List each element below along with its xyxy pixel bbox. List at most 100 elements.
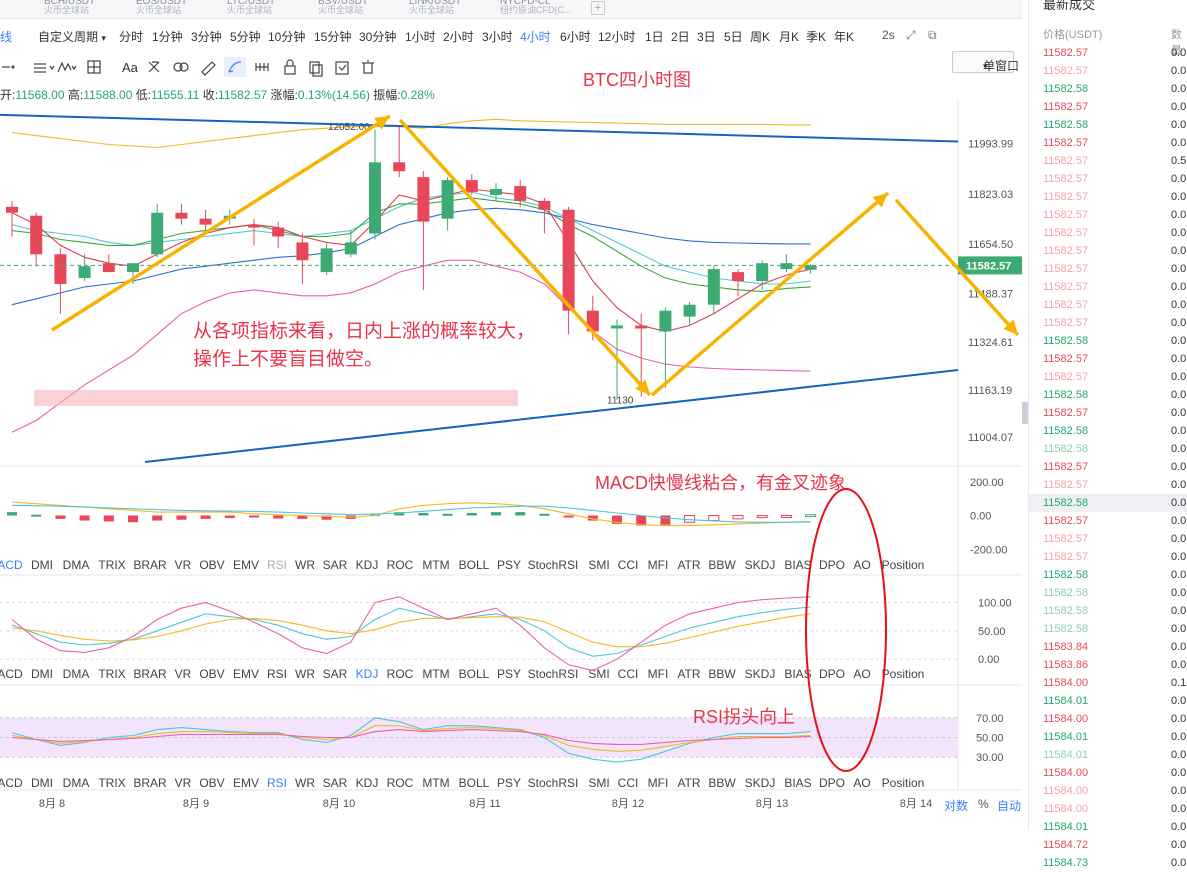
- indicator-tab[interactable]: PSY: [497, 558, 521, 572]
- indicator-tab[interactable]: SKDJ: [745, 558, 776, 572]
- period-option[interactable]: 12小时: [598, 30, 636, 44]
- indicator-tab[interactable]: OBV: [199, 558, 224, 572]
- indicator-tab[interactable]: Position: [882, 776, 925, 790]
- indicator-tab[interactable]: KDJ: [356, 776, 379, 790]
- period-option[interactable]: 6小时: [560, 30, 591, 44]
- indicator-tab[interactable]: SMI: [588, 558, 609, 572]
- panel-splitter-handle[interactable]: [1022, 402, 1028, 424]
- indicator-tab[interactable]: WR: [295, 667, 315, 681]
- indicator-tab[interactable]: MTM: [422, 667, 449, 681]
- indicator-tab[interactable]: SKDJ: [745, 776, 776, 790]
- symbol-tab[interactable]: EOS/USDT 火币全球站: [136, 0, 224, 18]
- indicator-tab[interactable]: ROC: [387, 667, 414, 681]
- indicator-tab[interactable]: OBV: [199, 776, 224, 790]
- text-tool-icon[interactable]: Aa: [122, 60, 139, 75]
- period-option[interactable]: 4小时: [520, 30, 551, 44]
- indicator-tab[interactable]: TRIX: [98, 558, 125, 572]
- symbol-tab[interactable]: BCH/USDT 火币全球站: [44, 0, 132, 18]
- indicator-tab[interactable]: BRAR: [133, 558, 167, 572]
- popout-icon[interactable]: ⧉: [928, 28, 937, 42]
- log-scale-toggle[interactable]: 对数: [944, 799, 969, 813]
- indicator-tab[interactable]: ROC: [387, 558, 414, 572]
- period-option[interactable]: 10分钟: [268, 30, 306, 44]
- indicator-tab[interactable]: Position: [882, 558, 925, 572]
- period-option[interactable]: 3小时: [482, 30, 513, 44]
- period-option[interactable]: 5日: [724, 30, 743, 44]
- refresh-interval[interactable]: 2s: [882, 28, 895, 42]
- indicator-tab[interactable]: RSI: [267, 558, 287, 572]
- indicator-tab[interactable]: DMI: [31, 667, 53, 681]
- indicator-tab[interactable]: SAR: [323, 558, 348, 572]
- symbol-tab[interactable]: BSV/USDT 火币全球站: [318, 0, 406, 18]
- symbol-tab[interactable]: LINK/USDT 火币全球站: [409, 0, 497, 18]
- window-mode-button[interactable]: 单窗口 ▾: [952, 51, 1019, 73]
- indicator-tab[interactable]: AO: [853, 558, 870, 572]
- period-option[interactable]: 1小时: [405, 30, 436, 44]
- indicator-tab[interactable]: DPO: [819, 558, 845, 572]
- indicator-tab[interactable]: BIAS: [784, 558, 811, 572]
- indicator-tab[interactable]: BOLL: [459, 776, 490, 790]
- indicator-tab[interactable]: AO: [853, 776, 870, 790]
- period-option[interactable]: 2小时: [443, 30, 474, 44]
- indicator-tab[interactable]: DMA: [63, 667, 90, 681]
- indicator-tab[interactable]: MFI: [648, 558, 669, 572]
- indicator-tab[interactable]: MTM: [422, 558, 449, 572]
- indicator-tab[interactable]: TRIX: [98, 667, 125, 681]
- lock-tool-icon[interactable]: [284, 59, 296, 75]
- indicator-tab[interactable]: EMV: [233, 558, 259, 572]
- period-option[interactable]: 年K: [834, 30, 855, 44]
- period-option[interactable]: 3分钟: [191, 30, 222, 44]
- period-option[interactable]: 月K: [779, 30, 800, 44]
- period-option[interactable]: 15分钟: [314, 30, 352, 44]
- indicator-tab[interactable]: BBW: [708, 776, 736, 790]
- indicator-tab[interactable]: WR: [295, 558, 315, 572]
- indicator-tab[interactable]: KDJ: [356, 667, 379, 681]
- indicator-tab[interactable]: VR: [175, 776, 192, 790]
- indicator-tab[interactable]: PSY: [497, 776, 521, 790]
- period-option[interactable]: 分时: [119, 30, 144, 44]
- indicator-tab[interactable]: PSY: [497, 667, 521, 681]
- cursor-tool-icon[interactable]: [2, 65, 15, 69]
- indicator-tab[interactable]: ATR: [677, 558, 700, 572]
- indicator-tab[interactable]: DPO: [819, 667, 845, 681]
- indicator-tab[interactable]: MFI: [648, 667, 669, 681]
- indicator-tab[interactable]: ATR: [677, 667, 700, 681]
- indicator-tab[interactable]: BIAS: [784, 667, 811, 681]
- indicator-tab[interactable]: MFI: [648, 776, 669, 790]
- period-option[interactable]: 3日: [697, 30, 716, 44]
- indicator-tab[interactable]: VR: [175, 558, 192, 572]
- indicator-tab[interactable]: SAR: [323, 667, 348, 681]
- indicator-tab[interactable]: EMV: [233, 776, 259, 790]
- indicator-tab[interactable]: ACD: [0, 776, 23, 790]
- indicator-tab[interactable]: SMI: [588, 776, 609, 790]
- indicator-tab[interactable]: KDJ: [356, 558, 379, 572]
- copy-tool-icon[interactable]: [309, 61, 323, 77]
- indicator-tab[interactable]: StochRSI: [528, 776, 579, 790]
- wave-tool-icon[interactable]: [57, 61, 77, 73]
- indicator-tab[interactable]: DMI: [31, 558, 53, 572]
- indicator-tab[interactable]: SAR: [323, 776, 348, 790]
- auto-scale-toggle[interactable]: 自动: [997, 799, 1022, 813]
- indicator-tab[interactable]: RSI: [267, 776, 287, 790]
- indicator-tab[interactable]: CCI: [618, 558, 639, 572]
- period-option[interactable]: 1日: [645, 30, 664, 44]
- indicator-tab[interactable]: BIAS: [784, 776, 811, 790]
- indicator-tab[interactable]: StochRSI: [528, 558, 579, 572]
- indicator-tab[interactable]: MTM: [422, 776, 449, 790]
- trash-icon[interactable]: [362, 60, 374, 74]
- indicator-tab[interactable]: ACD: [0, 667, 23, 681]
- indicator-tab[interactable]: BOLL: [459, 667, 490, 681]
- period-option[interactable]: 5分钟: [230, 30, 261, 44]
- line-mode-label[interactable]: 线: [0, 30, 13, 44]
- period-option[interactable]: 周K: [750, 30, 771, 44]
- horizontal-line-tool-icon[interactable]: [34, 63, 55, 73]
- indicator-tab[interactable]: SKDJ: [745, 667, 776, 681]
- period-option[interactable]: 2日: [671, 30, 690, 44]
- brush-tool-icon[interactable]: [228, 61, 242, 73]
- chart-canvas[interactable]: 11993.99 11823.03 11654.50 11488.37 11324.61…: [0, 0, 1022, 830]
- custom-period-dropdown[interactable]: 自定义周期 ▾: [38, 28, 106, 45]
- indicator-tab[interactable]: TRIX: [98, 776, 125, 790]
- indicator-tab[interactable]: StochRSI: [528, 667, 579, 681]
- link-tool-icon[interactable]: [173, 62, 189, 72]
- indicator-tab[interactable]: ROC: [387, 776, 414, 790]
